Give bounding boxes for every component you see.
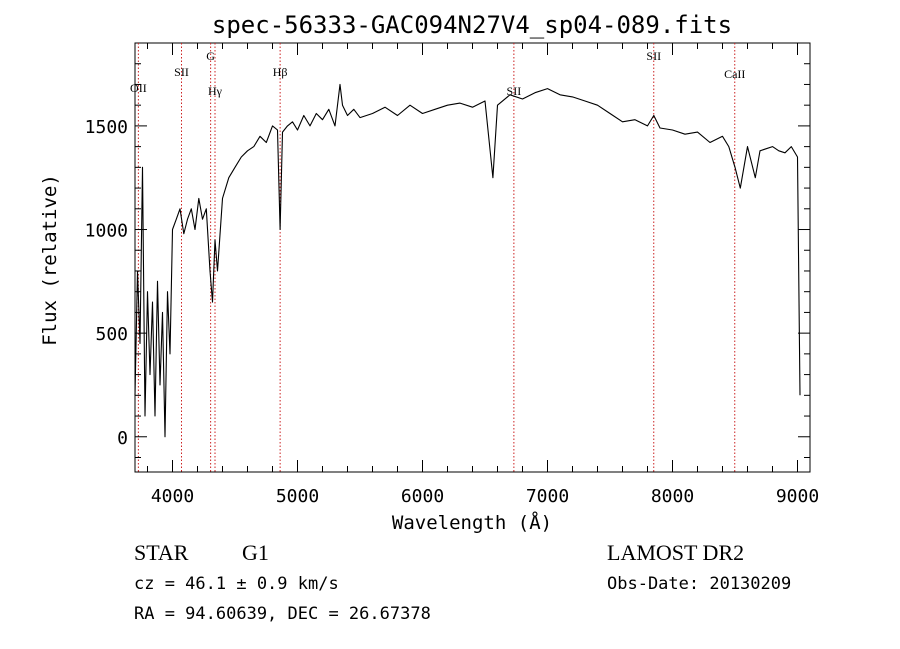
obs-date-text: Obs-Date: 20130209 <box>607 574 791 594</box>
x-tick-label: 7000 <box>526 486 569 507</box>
x-tick-label: 5000 <box>276 486 319 507</box>
y-axis-label: Flux (relative) <box>39 174 61 346</box>
line-marker-label: SII <box>174 65 189 79</box>
y-tick-label: 1500 <box>85 117 128 138</box>
class-label: STAR <box>134 540 189 565</box>
line-marker-label: Hγ <box>208 84 223 98</box>
line-marker-label: G <box>206 49 215 63</box>
y-tick-label: 500 <box>95 324 128 345</box>
x-axis-label: Wavelength (Å) <box>392 511 552 534</box>
redshift-text: cz = 46.1 ± 0.9 km/s <box>134 574 339 594</box>
survey-label: LAMOST DR2 <box>607 540 744 565</box>
subclass-label: G1 <box>242 540 269 565</box>
coordinates-text: RA = 94.60639, DEC = 26.67378 <box>134 604 431 624</box>
x-tick-label: 4000 <box>151 486 194 507</box>
chart-title: spec-56333-GAC094N27V4_sp04-089.fits <box>212 11 732 39</box>
x-tick-label: 9000 <box>776 486 819 507</box>
line-marker-label: OII <box>130 81 147 95</box>
x-tick-label: 8000 <box>651 486 694 507</box>
spectrum-line <box>134 83 801 438</box>
y-tick-label: 0 <box>117 428 128 449</box>
line-marker-label: CaII <box>724 67 745 81</box>
y-tick-label: 1000 <box>85 221 128 242</box>
line-marker-label: SII <box>646 49 661 63</box>
x-tick-label: 6000 <box>401 486 444 507</box>
line-marker-label: Hβ <box>273 65 288 79</box>
